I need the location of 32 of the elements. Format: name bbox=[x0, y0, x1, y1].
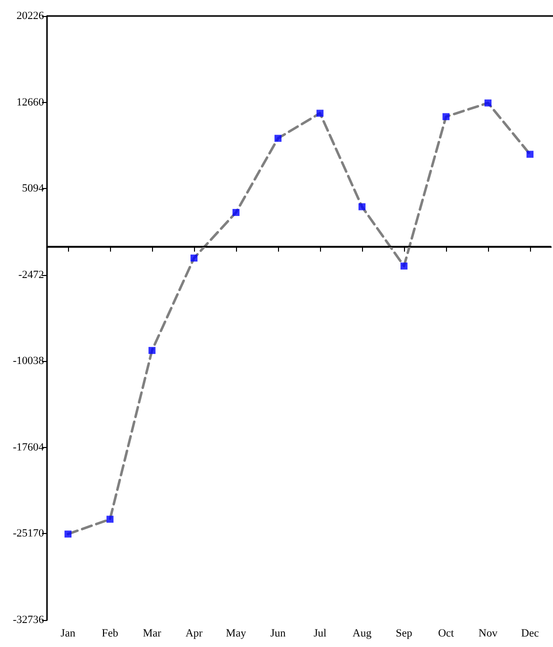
y-tick-label: -10038 bbox=[12, 355, 44, 368]
y-tick-label: 12660 bbox=[16, 96, 44, 108]
point bbox=[400, 262, 408, 270]
point bbox=[64, 530, 72, 538]
point bbox=[232, 208, 240, 216]
y-tick-label: -2472 bbox=[18, 268, 44, 281]
x-tick-label: May bbox=[226, 628, 247, 640]
y-tick-label: 20226 bbox=[16, 10, 44, 22]
point bbox=[316, 110, 324, 117]
x-tick-label: Dec bbox=[521, 628, 539, 640]
x-tick-label: Apr bbox=[185, 628, 203, 640]
point bbox=[106, 516, 114, 523]
x-tick-label: Oct bbox=[438, 628, 454, 640]
x-tick-label: Aug bbox=[352, 628, 372, 640]
point bbox=[274, 134, 282, 142]
x-tick-label: Jun bbox=[270, 628, 286, 640]
x-tick-label: Feb bbox=[102, 628, 119, 640]
point bbox=[358, 203, 366, 210]
y-tick-label: 5094 bbox=[22, 182, 44, 195]
x-tick-label: Jul bbox=[314, 628, 326, 640]
point bbox=[190, 254, 198, 262]
y-tick-label: -17604 bbox=[12, 441, 44, 454]
point bbox=[148, 346, 156, 354]
y-tick-label: -25170 bbox=[12, 528, 44, 540]
point bbox=[526, 150, 534, 158]
y-tick-label: -32736 bbox=[12, 614, 44, 626]
x-tick-label: Mar bbox=[142, 628, 162, 640]
point bbox=[484, 99, 492, 106]
x-tick-label: Nov bbox=[478, 628, 498, 640]
x-tick-label: Jan bbox=[60, 628, 76, 640]
x-tick-label: Sep bbox=[396, 628, 413, 640]
point bbox=[442, 113, 450, 120]
